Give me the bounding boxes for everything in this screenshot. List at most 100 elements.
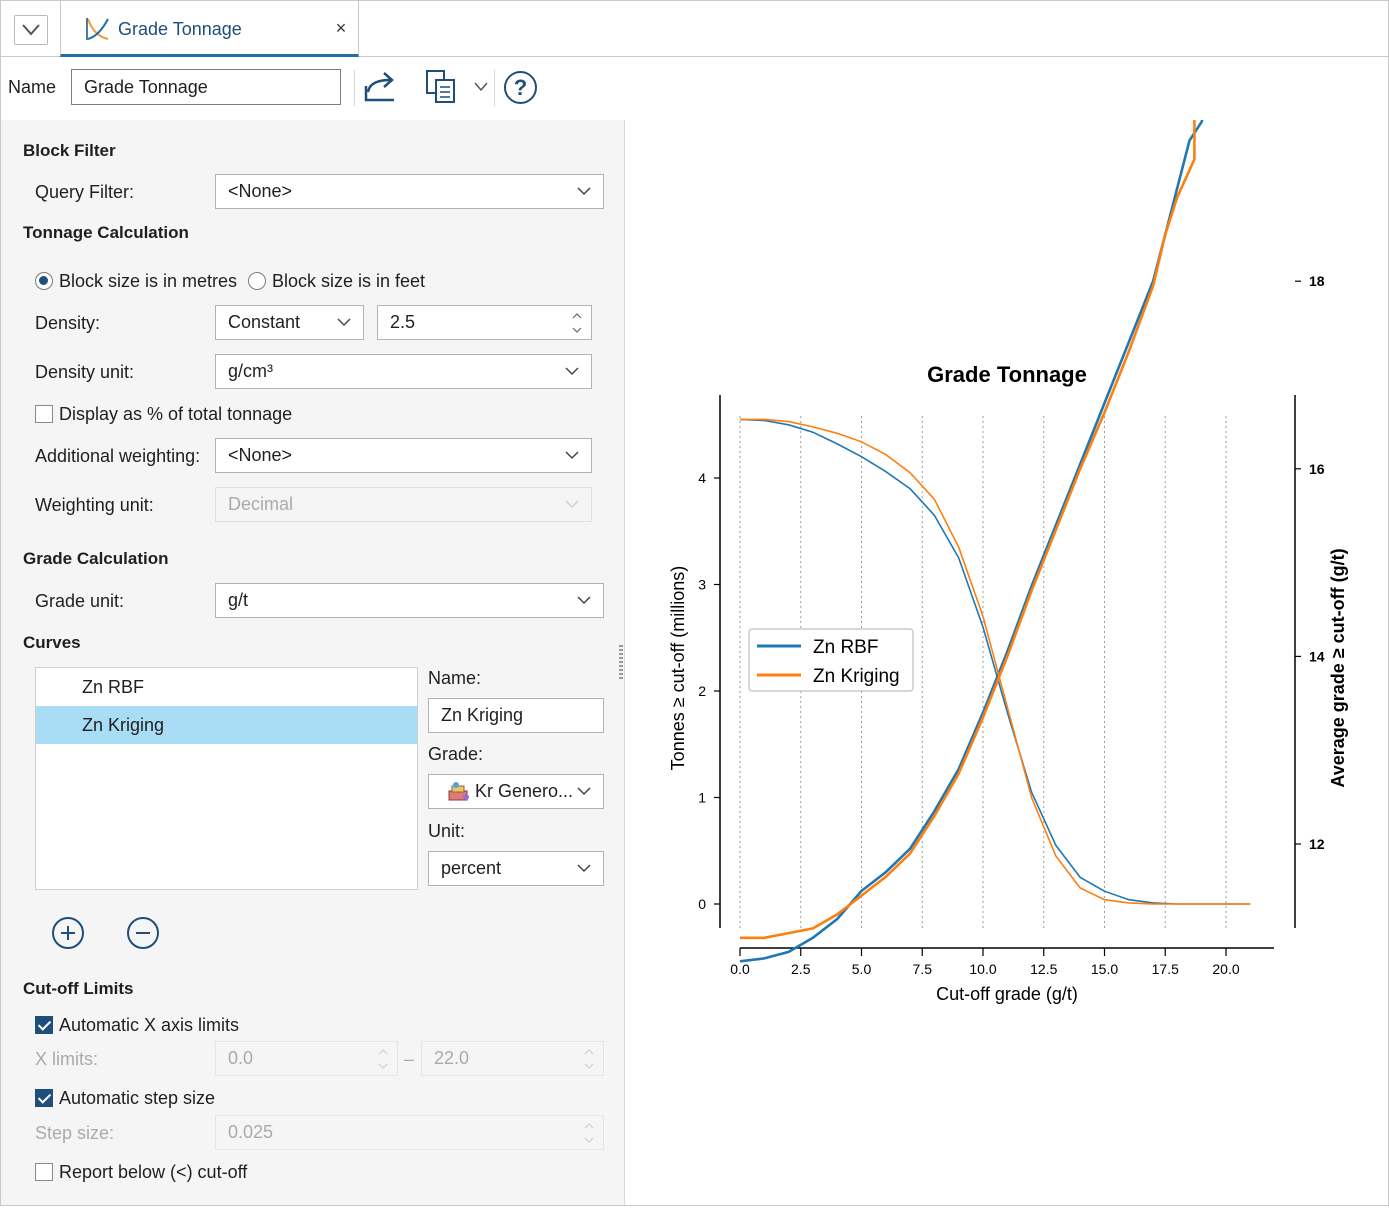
spin-arrows-icon [584, 1123, 594, 1143]
name-label: Name [8, 77, 57, 97]
y-axis-right-label: Average grade ≥ cut-off (g/t) [1328, 548, 1348, 787]
panel-splitter-handle[interactable] [619, 645, 623, 679]
query-filter-label: Query Filter: [35, 182, 135, 202]
y-left-tick-label: 0 [698, 896, 706, 912]
list-item[interactable]: Zn RBF [36, 668, 417, 706]
curves-title: Curves [23, 633, 81, 652]
tab-menu-button[interactable] [14, 15, 48, 45]
curve-name-input[interactable]: Zn Kriging [428, 698, 604, 733]
y-right-tick-label: 12 [1309, 836, 1325, 852]
auto-step-label: Automatic step size [59, 1088, 216, 1108]
export-icon[interactable] [362, 70, 398, 104]
radio-metres[interactable] [35, 272, 53, 290]
density-mode-select[interactable]: Constant [215, 305, 364, 340]
curve-item-label: Zn RBF [82, 677, 145, 697]
x-tick-label: 17.5 [1152, 961, 1179, 977]
spin-arrows-icon [584, 1049, 594, 1069]
x-tick-label: 20.0 [1212, 961, 1239, 977]
chart-legend: Zn RBF Zn Kriging [748, 628, 914, 692]
x-axis-label: Cut-off grade (g/t) [936, 984, 1078, 1004]
density-value-spinbox[interactable]: 2.5 [377, 305, 592, 340]
y-left-tick-label: 3 [698, 577, 706, 593]
density-unit-select[interactable]: g/cm³ [215, 354, 592, 389]
additional-weighting-label: Additional weighting: [35, 446, 201, 466]
chevron-down-icon [565, 500, 579, 509]
grade-calculation-title: Grade Calculation [23, 549, 169, 568]
curve-grade-label: Grade: [428, 744, 484, 764]
weighting-unit-value: Decimal [228, 494, 294, 514]
spin-arrows-icon[interactable] [571, 311, 583, 335]
curve-unit-select[interactable]: percent [428, 851, 604, 886]
x-min-value: 0.0 [228, 1048, 254, 1068]
radio-metres-label: Block size is in metres [59, 271, 238, 291]
series-grade-rbf [739, 0, 1216, 963]
x-max-value: 22.0 [434, 1048, 470, 1068]
auto-step-checkbox[interactable] [35, 1089, 53, 1107]
y-left-tick-label: 1 [698, 790, 706, 806]
series-tonnes-kriging [740, 418, 1251, 905]
step-size-label: Step size: [35, 1123, 115, 1143]
tonnage-calculation-title: Tonnage Calculation [23, 223, 189, 242]
x-tick-label: 15.0 [1091, 961, 1118, 977]
help-icon[interactable]: ? [504, 71, 537, 104]
tab-bar: Grade Tonnage × [0, 0, 1389, 57]
density-value: 2.5 [390, 312, 416, 332]
radio-feet-label: Block size is in feet [272, 271, 426, 291]
report-below-label: Report below (<) cut-off [59, 1162, 248, 1182]
curve-unit-label: Unit: [428, 821, 466, 841]
radio-feet[interactable] [248, 272, 266, 290]
display-percent-checkbox[interactable] [35, 405, 53, 423]
grade-unit-label: Grade unit: [35, 591, 125, 611]
x-max-input: 22.0 [421, 1041, 604, 1076]
x-tick-label: 12.5 [1030, 961, 1057, 977]
x-min-input: 0.0 [215, 1041, 398, 1076]
name-input[interactable]: Grade Tonnage [71, 69, 341, 105]
remove-curve-button[interactable] [127, 917, 159, 949]
chevron-down-icon [577, 187, 591, 196]
density-unit-value: g/cm³ [228, 361, 273, 381]
copy-document-icon[interactable] [424, 68, 460, 106]
query-filter-value: <None> [228, 181, 293, 201]
curve-unit-value: percent [441, 858, 502, 878]
curve-grade-select[interactable]: Kr Genero... [428, 774, 604, 809]
density-unit-label: Density unit: [35, 362, 135, 382]
chevron-down-icon [577, 787, 591, 796]
query-filter-select[interactable]: <None> [215, 174, 604, 209]
x-limits-dash: – [404, 1049, 415, 1069]
legend-label-kriging: Zn Kriging [813, 666, 900, 687]
auto-x-limits-checkbox[interactable] [35, 1016, 53, 1034]
grade-unit-select[interactable]: g/t [215, 583, 604, 618]
series-grade-kriging [740, 54, 1239, 940]
curves-list[interactable]: Zn RBF Zn Kriging [35, 667, 418, 890]
auto-x-limits-label: Automatic X axis limits [59, 1015, 240, 1035]
curve-name-value: Zn Kriging [441, 705, 524, 725]
step-size-value: 0.025 [228, 1122, 274, 1142]
grade-tonnage-chart: 0.0 2.5 5.0 7.5 10.0 12.5 15.0 17.5 20.001234121… [668, 0, 1348, 1004]
list-item[interactable]: Zn Kriging [36, 706, 417, 744]
report-below-checkbox[interactable] [35, 1163, 53, 1181]
chevron-down-icon [577, 864, 591, 873]
tab-grade-tonnage[interactable]: Grade Tonnage × [60, 1, 359, 57]
y-right-tick-label: 18 [1309, 273, 1325, 289]
additional-weighting-select[interactable]: <None> [215, 438, 592, 473]
y-right-tick-label: 16 [1309, 461, 1325, 477]
close-icon[interactable]: × [335, 18, 347, 38]
block-filter-title: Block Filter [23, 141, 116, 160]
x-tick-label: 10.0 [969, 961, 996, 977]
chart-area: 0.0 2.5 5.0 7.5 10.0 12.5 15.0 17.5 20.0 0 1 2 3 4 12 1… [626, 0, 1389, 1206]
add-curve-button[interactable] [52, 917, 84, 949]
chevron-down-icon [337, 318, 351, 327]
chevron-down-icon[interactable] [473, 80, 489, 94]
weighting-unit-select: Decimal [215, 487, 592, 522]
x-tick-label: 7.5 [913, 961, 933, 977]
grade-tonnage-icon [86, 18, 109, 40]
chevron-down-icon [565, 451, 579, 460]
toolbar-separator [354, 70, 355, 106]
density-label: Density: [35, 313, 101, 333]
toolbar-separator [494, 70, 495, 106]
settings-panel: Block Filter Query Filter: <None> Tonnag… [0, 120, 625, 1206]
curve-name-label: Name: [428, 668, 482, 688]
y-right-tick-label: 14 [1309, 648, 1325, 664]
legend-label-rbf: Zn RBF [813, 637, 878, 658]
tab-title: Grade Tonnage [118, 19, 242, 39]
